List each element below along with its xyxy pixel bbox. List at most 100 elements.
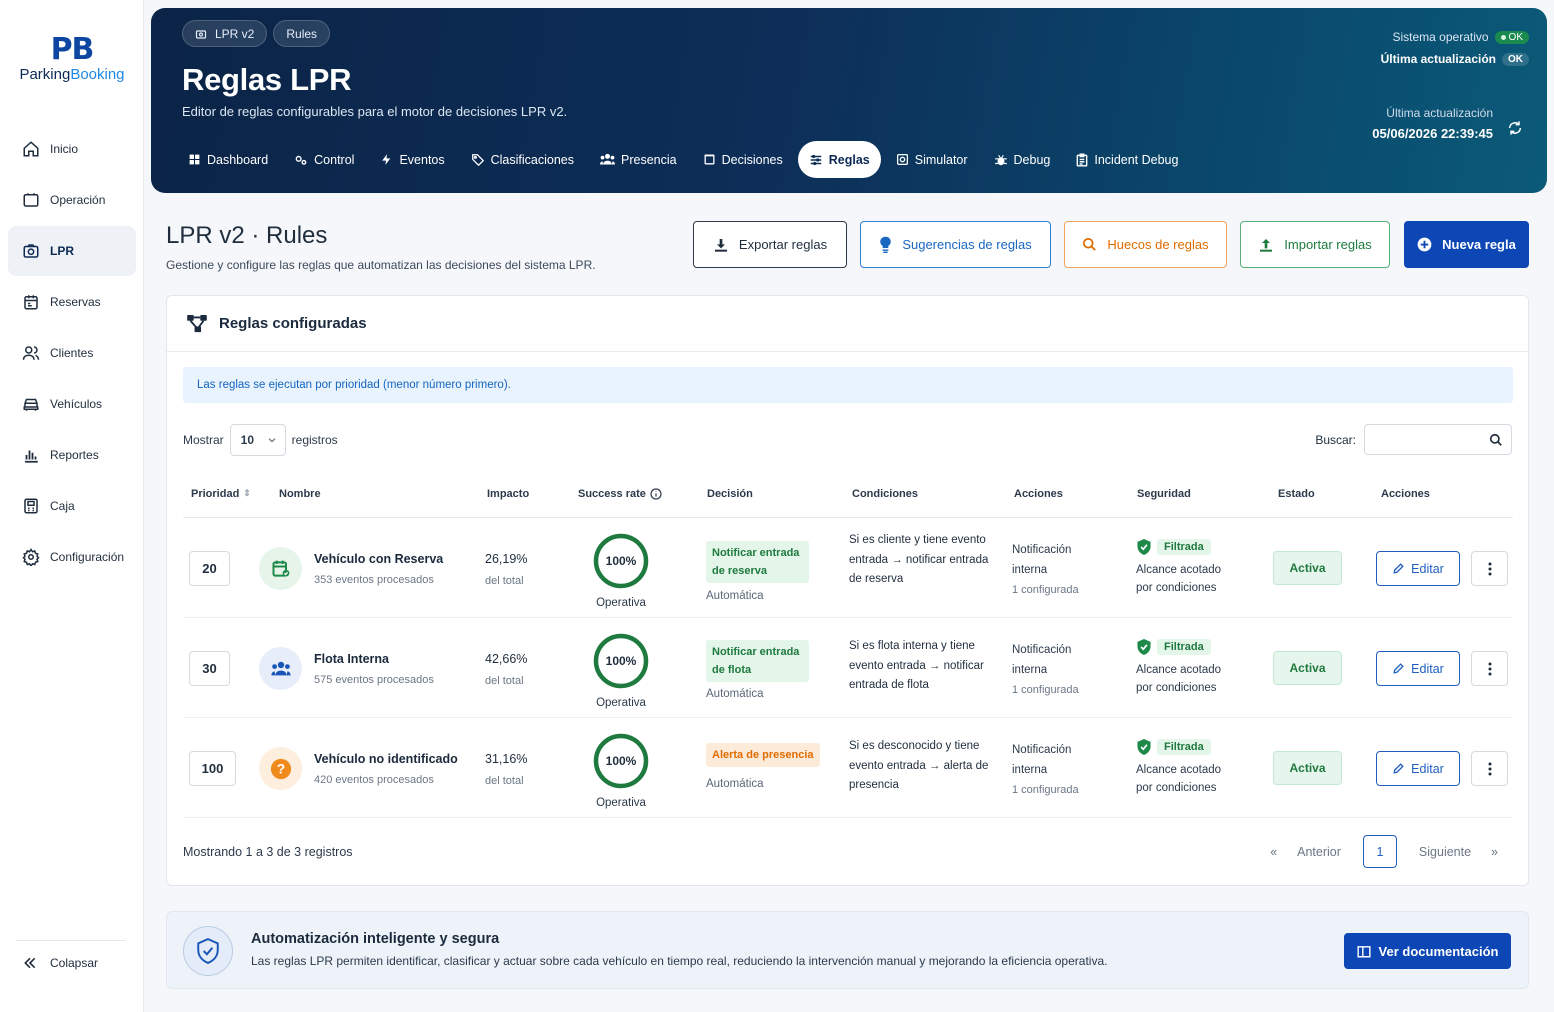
sidebar-item-operacion[interactable]: Operación	[8, 175, 136, 225]
import-rules-button[interactable]: Importar reglas	[1240, 221, 1390, 268]
last-page-button[interactable]: »	[1491, 844, 1498, 859]
more-options-button[interactable]	[1471, 751, 1508, 786]
tab-incident-debug[interactable]: Incident Debug	[1065, 141, 1189, 178]
tab-label: Decisiones	[721, 152, 783, 167]
info-alert: Las reglas se ejecutan por prioridad (me…	[183, 367, 1513, 403]
rule-gaps-button[interactable]: Huecos de reglas	[1064, 221, 1227, 268]
decision-mode: Automática	[706, 778, 764, 790]
tab-clasificaciones[interactable]: Clasificaciones	[460, 141, 585, 178]
tab-simulator[interactable]: Simulator	[885, 141, 979, 178]
current-page-button[interactable]: 1	[1362, 835, 1397, 868]
view-documentation-button[interactable]: Ver documentación	[1344, 933, 1511, 969]
first-page-button[interactable]: «	[1270, 844, 1278, 859]
more-options-button[interactable]	[1471, 551, 1508, 586]
rule-action: Notificación interna 1 configurada	[1012, 540, 1092, 600]
decision-badge: Notificar entrada de flota	[706, 640, 809, 682]
tab-dashboard[interactable]: Dashboard	[177, 141, 279, 178]
card-title: Reglas configuradas	[219, 315, 367, 332]
column-header-success-rate[interactable]: Success rate	[578, 470, 662, 517]
rule-name[interactable]: Vehículo con Reserva	[314, 552, 444, 566]
sidebar-item-vehiculos[interactable]: Vehículos	[8, 379, 136, 429]
decision-badge: Alerta de presencia	[706, 743, 820, 767]
new-rule-button[interactable]: Nueva regla	[1404, 221, 1529, 268]
edit-button[interactable]: Editar	[1376, 651, 1460, 686]
rule-action: Notificación interna 1 configurada	[1012, 640, 1092, 700]
sidebar-item-lpr[interactable]: LPR	[8, 226, 136, 276]
rule-name[interactable]: Flota Interna	[314, 652, 390, 666]
decision-mode: Automática	[706, 688, 764, 700]
sidebar-item-configuracion[interactable]: Configuración	[8, 532, 136, 582]
tab-reglas[interactable]: Reglas	[797, 141, 881, 178]
system-status-label: Sistema operativo	[1392, 30, 1489, 44]
edit-button[interactable]: Editar	[1376, 551, 1460, 586]
sidebar-item-caja[interactable]: Caja	[8, 481, 136, 531]
tab-eventos[interactable]: Eventos	[369, 141, 455, 178]
column-header-name[interactable]: Nombre	[279, 470, 321, 517]
export-rules-button[interactable]: Exportar reglas	[693, 221, 847, 268]
header-divider	[183, 517, 1513, 518]
tab-label: Clasificaciones	[490, 152, 574, 167]
brand-logo[interactable]: PB ParkingBooking	[14, 34, 130, 84]
tab-decisiones[interactable]: Decisiones	[692, 141, 794, 178]
edit-button[interactable]: Editar	[1376, 751, 1460, 786]
collapse-button[interactable]: Colapsar	[22, 955, 98, 971]
sort-icon: ⇕	[243, 488, 251, 498]
tab-presencia[interactable]: Presencia	[589, 141, 688, 178]
search-input[interactable]	[1364, 424, 1512, 455]
table-row[interactable]: 30 Flota Interna 575 eventos procesados …	[183, 618, 1513, 718]
impact-sub: del total	[485, 775, 524, 787]
column-header-decision[interactable]: Decisión	[707, 470, 753, 517]
flow-icon	[187, 314, 207, 332]
plus-circle-icon	[1417, 237, 1432, 252]
tab-debug[interactable]: Debug	[983, 141, 1062, 178]
decision-mode: Automática	[706, 590, 764, 602]
search-label: Buscar:	[1315, 432, 1356, 447]
sidebar-item-reservas[interactable]: Reservas	[8, 277, 136, 327]
breadcrumb-label: LPR v2	[215, 26, 255, 41]
more-options-button[interactable]	[1471, 651, 1508, 686]
breadcrumb-item-lpr[interactable]: LPR v2	[182, 20, 268, 47]
home-icon	[23, 141, 39, 157]
book-icon	[1356, 945, 1371, 957]
column-label: Impacto	[487, 487, 530, 500]
sidebar-item-label: LPR	[50, 244, 74, 258]
status-badge: OK	[1494, 30, 1529, 44]
sidebar-item-clientes[interactable]: Clientes	[8, 328, 136, 378]
column-header-priority[interactable]: Prioridad ⇕	[191, 470, 251, 517]
rule-suggestions-button[interactable]: Sugerencias de reglas	[860, 221, 1051, 268]
sidebar-divider	[16, 940, 126, 941]
question-icon: ?	[270, 758, 291, 779]
kebab-icon	[1488, 662, 1491, 675]
rule-name[interactable]: Vehículo no identificado	[314, 752, 458, 766]
table-row[interactable]: 100 ? Vehículo no identificado 420 event…	[183, 718, 1513, 818]
tab-control[interactable]: Control	[283, 141, 365, 178]
svg-text:?: ?	[276, 761, 284, 776]
sidebar: PB ParkingBooking Inicio Operación LPR R…	[0, 0, 144, 1012]
refresh-button[interactable]	[1507, 120, 1523, 136]
sidebar-item-inicio[interactable]: Inicio	[8, 124, 136, 174]
sidebar-item-label: Reportes	[50, 448, 99, 462]
column-header-actions[interactable]: Acciones	[1014, 470, 1063, 517]
column-header-conditions[interactable]: Condiciones	[852, 470, 918, 517]
search-icon	[1489, 433, 1502, 446]
breadcrumb-item-rules[interactable]: Rules	[273, 20, 331, 47]
rule-conditions: Si es flota interna y tiene evento entra…	[849, 640, 984, 691]
previous-page-button[interactable]: Anterior	[1297, 844, 1341, 859]
refresh-icon	[1508, 121, 1522, 135]
column-header-security[interactable]: Seguridad	[1137, 470, 1191, 517]
rule-icon: ?	[259, 747, 302, 790]
column-header-impact[interactable]: Impacto	[487, 470, 529, 517]
security-text: Alcance acotado por condiciones	[1136, 564, 1222, 594]
register-icon	[24, 498, 38, 514]
impact-value: 31,16%	[485, 752, 528, 766]
sidebar-item-reportes[interactable]: Reportes	[8, 430, 136, 480]
table-row[interactable]: 20 Vehículo con Reserva 353 eventos proc…	[183, 518, 1513, 618]
edit-label: Editar	[1411, 761, 1444, 776]
next-page-button[interactable]: Siguiente	[1418, 844, 1472, 859]
tab-label: Dashboard	[207, 152, 269, 167]
double-chevron-left-icon	[24, 957, 36, 969]
page-size-select[interactable]: 10	[229, 424, 286, 456]
column-header-status[interactable]: Estado	[1278, 470, 1315, 517]
button-label: Ver documentación	[1378, 943, 1499, 959]
action-sub: 1 configurada	[1012, 684, 1079, 696]
